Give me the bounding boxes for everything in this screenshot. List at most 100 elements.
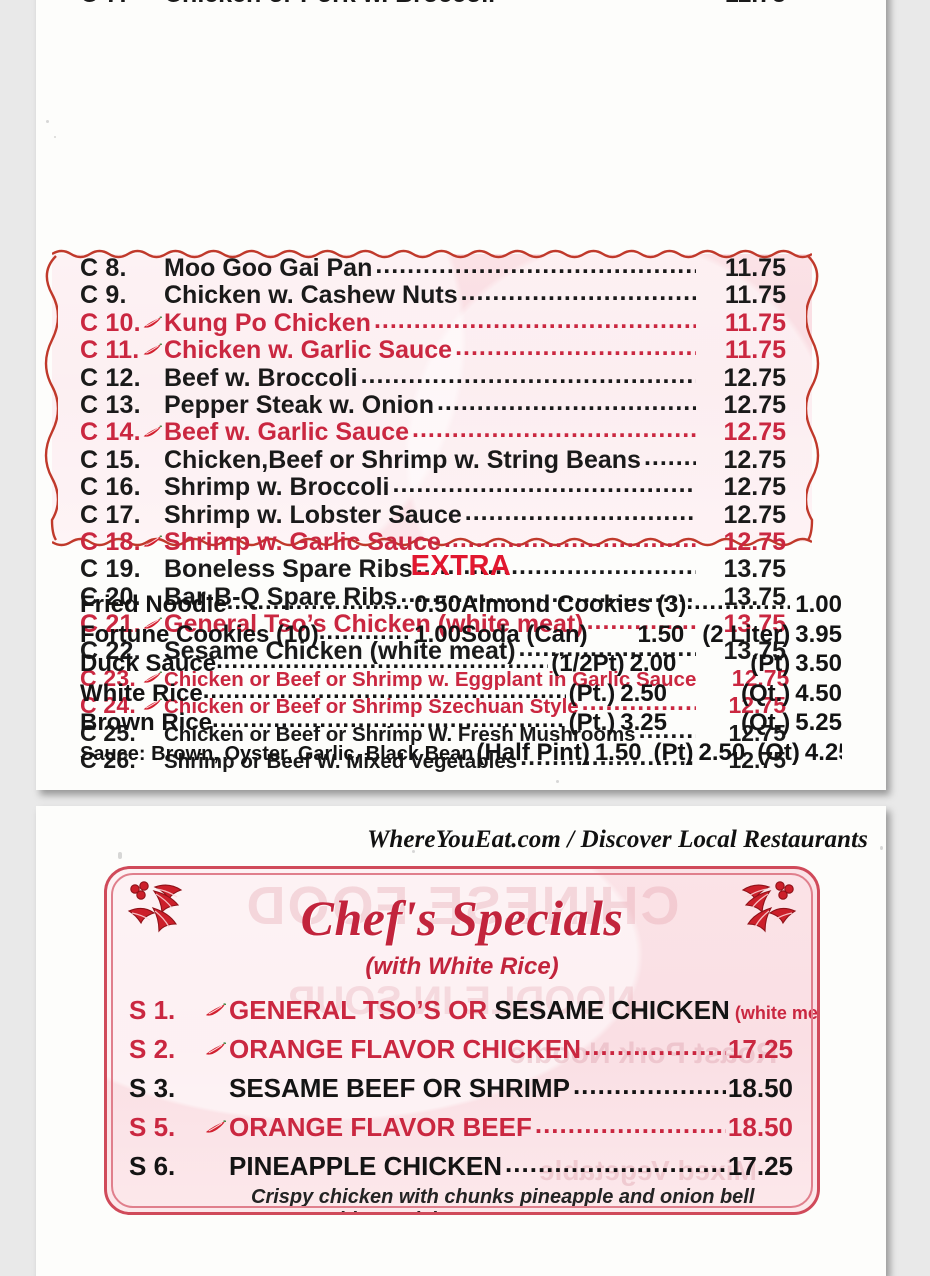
extra-cell: Fortune Cookies (10)....................… (80, 621, 461, 649)
special-item-description: Crispy chicken with chunks pineapple and… (251, 1186, 755, 1212)
extra-sauce-row: Sauce: Brown, Oyster, Garlic, Black Bean… (80, 739, 842, 769)
leader-dots: ........................................… (505, 1163, 726, 1177)
chili-pepper-icon (138, 617, 164, 630)
chili-pepper-icon (199, 1120, 229, 1134)
combo-item-price: 11.75 (724, 336, 786, 365)
chili-pepper-icon (138, 671, 164, 684)
combo-row: C 24. Chicken or Beef or Shrimp Szechuan … (52, 692, 812, 719)
combo-row: C 12. Beef w. Broccoli...................… (52, 364, 812, 392)
combo-item-name: Shrimp w. Broccoli (164, 473, 390, 502)
leader-dots: ........................................… (460, 292, 696, 307)
combo-item-price: 12.75 (723, 418, 786, 447)
chili-pepper-icon (138, 343, 164, 356)
extra-section: EXTRA Fried Noodle......................… (36, 552, 886, 768)
combo-item-price: 12.75 (723, 527, 786, 556)
combo-item-price: 12.75 (723, 445, 786, 474)
extra-item-price: 0.50 (414, 591, 461, 618)
combo-row: C 19. Boneless Spare Ribs................… (52, 555, 812, 584)
combo-row: C 26. Shrimp or Beef W. Mixed Vegetables.… (52, 747, 812, 774)
leader-dots: ........................................… (436, 401, 696, 416)
special-item-price: 18.50 (727, 1073, 793, 1103)
combo-item-code: C 7. (52, 0, 138, 8)
leader-dots: ........................................… (464, 511, 696, 526)
combo-row: C 7. Chicken or Pork w. Broccoli.........… (52, 0, 812, 8)
extra-item-unit-2: (Qt.) (740, 709, 791, 736)
combo-item-name: Chicken or Beef or Shrimp w. Eggplant in… (164, 667, 697, 691)
chili-pepper-icon (138, 535, 164, 548)
combo-item-code: C 23. (80, 664, 136, 691)
combo-item-code: C 10. (80, 308, 141, 337)
combo-item-code: C 19. (80, 555, 141, 584)
combo-row: C 9. Chicken w. Cashew Nuts..............… (52, 281, 812, 310)
extra-item-unit-3: (Ot) (757, 738, 800, 766)
combo-item-price: 11.75 (724, 254, 786, 282)
combo-row: C 11. Chicken w. Garlic Sauce............… (52, 336, 812, 365)
leader-dots: ........................................… (360, 374, 696, 389)
extra-item-label: Almond Cookies (3) (461, 591, 687, 618)
extra-section-title: EXTRA (410, 550, 512, 582)
extra-cell: Almond Cookies (3)......................… (461, 591, 842, 619)
extra-cell: White Rice..............................… (80, 680, 842, 708)
leader-dots: ........................................… (520, 757, 696, 772)
extra-item-price: 2.00 (629, 650, 677, 677)
leader-dots: ........................................… (319, 632, 410, 646)
special-row: S 3. SESAME BEEF OR SHRIMP...............… (107, 1073, 817, 1112)
combo-item-code: C 26. (80, 747, 136, 774)
combo-item-code: C 21. (80, 610, 141, 639)
leader-dots: ........................................… (584, 1046, 726, 1060)
combo-row: C 23. Chicken or Beef or Shrimp w. Eggpla… (52, 665, 812, 692)
leader-dots: ........................................… (535, 1124, 726, 1138)
extra-item-price: 1.00 (795, 591, 842, 618)
special-row: S 1. GENERAL TSO’S OR SESAME CHICKEN (whi… (107, 995, 817, 1034)
combo-item-name: Chicken or Pork w. Broccoli (164, 0, 498, 8)
combo-row: C 14. Beef w. Garlic Sauce...............… (52, 418, 812, 447)
combo-item-code: C 8. (80, 254, 127, 282)
special-item-code: S 3. (129, 1073, 176, 1103)
extra-cell: Brown Rice..............................… (80, 709, 842, 737)
leader-dots: ........................................… (643, 456, 696, 471)
holly-icon-right (717, 881, 803, 958)
chili-pepper-icon (138, 425, 164, 438)
combo-item-name: Sesame Chicken (white meat) (164, 637, 516, 666)
combo-row: C 10. Kung Po Chicken....................… (52, 308, 812, 337)
special-item-name: SESAME BEEF OR SHRIMP (229, 1073, 570, 1103)
holly-icon-left (121, 881, 207, 958)
chefs-specials-box: CHINESE FOOD NOODLE IN SOUP Roast Pork N… (104, 866, 820, 1215)
extra-item-unit: (Pt.) (568, 679, 616, 707)
extra-item-label: Soda (Can) (461, 620, 588, 648)
extra-item-price-2: 3.50 (795, 650, 842, 677)
chili-pepper-icon (199, 1003, 229, 1017)
extra-row: Fried Noodle............................… (80, 591, 842, 621)
chefs-specials-item-list: S 1. GENERAL TSO’S OR SESAME CHICKEN (whi… (107, 995, 817, 1212)
combo-item-name: Chicken or Beef or Shrimp Szechuan Style (164, 695, 579, 719)
combo-item-code: C 22. (80, 637, 141, 666)
combo-item-price: 12.75 (723, 473, 786, 502)
extra-item-price: 1.50 (637, 620, 685, 648)
combo-item-code: C 11. (80, 336, 140, 365)
combo-item-price: 12.75 (723, 390, 786, 419)
combo-item-code: C 14. (80, 418, 141, 447)
leader-dots: ........................................… (373, 319, 696, 334)
extra-item-price-2: 3.95 (795, 620, 842, 648)
combo-item-code: C 15. (80, 445, 141, 474)
scan-speck (412, 850, 415, 853)
extra-item-label: Sauce: Brown, Oyster, Garlic, Black Bean (80, 742, 474, 765)
combo-item-code: C 25. (80, 719, 136, 746)
combo-row: C 17. Shrimp w. Lobster Sauce............… (52, 500, 812, 529)
extra-item-price-3: 4.25 (804, 738, 842, 766)
combo-row: C 21. General Tso’s Chicken (white meat).… (52, 610, 812, 639)
leader-dots: ........................................… (581, 702, 696, 717)
leader-dots: ........................................… (455, 347, 696, 362)
leader-dots: ........................................… (498, 0, 696, 5)
combo-row: C 8. Moo Goo Gai Pan.....................… (52, 254, 812, 282)
leader-dots: ........................................… (443, 538, 696, 553)
extra-row: Brown Rice..............................… (80, 709, 842, 739)
combo-item-price: 11.75 (696, 0, 812, 8)
combo-item-name: Shrimp w. Lobster Sauce (164, 500, 462, 529)
extra-row: Duck Sauce..............................… (80, 650, 842, 680)
special-item-price: 17.25 (727, 1151, 793, 1181)
combo-item-code: C 9. (80, 281, 127, 310)
combo-item-price: 12.75 (731, 664, 790, 691)
extra-item-label: Fried Noodle (80, 591, 227, 618)
combo-row: C 16. Shrimp w. Broccoli.................… (52, 473, 812, 502)
